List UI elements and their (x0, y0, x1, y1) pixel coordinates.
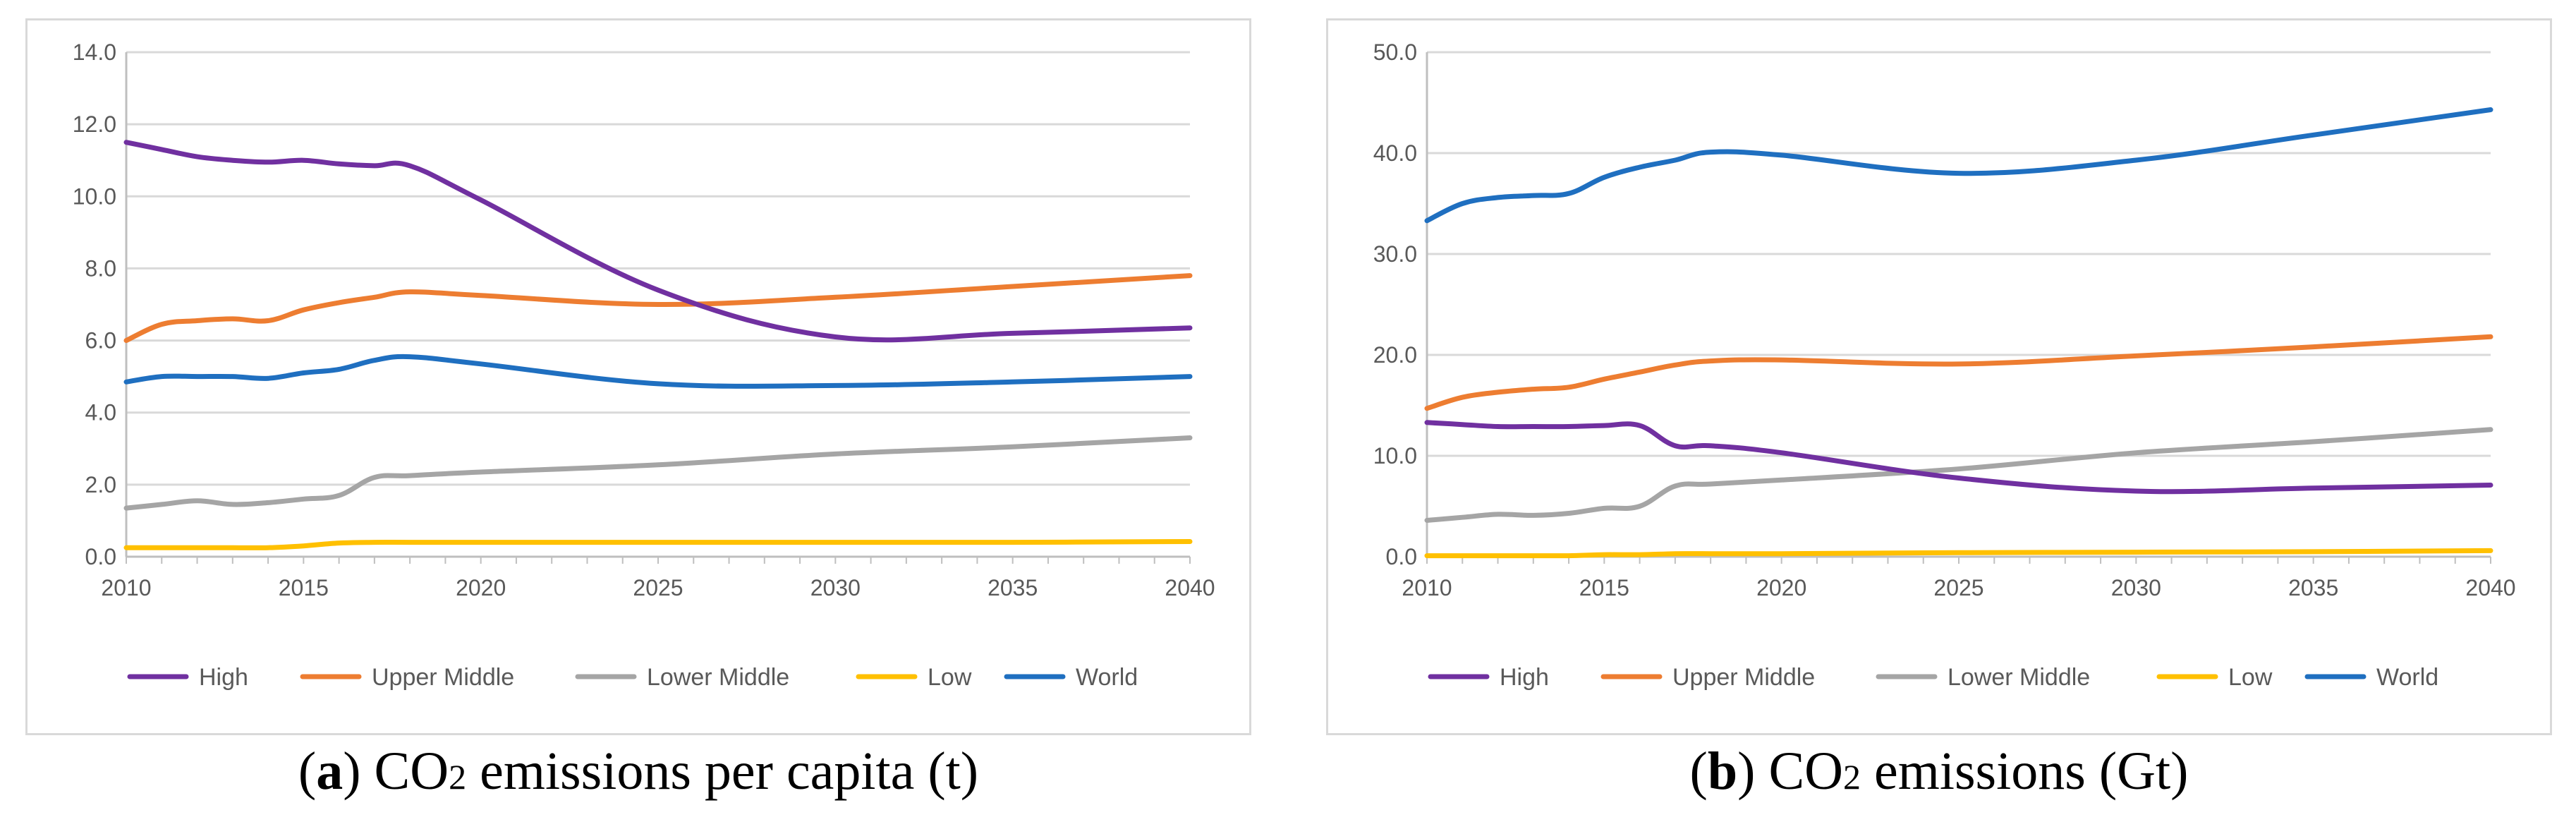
x-tick-label: 2010 (1402, 575, 1452, 600)
x-tick-label: 2015 (1579, 575, 1629, 600)
x-tick-label: 2030 (810, 575, 861, 600)
y-tick-label: 8.0 (85, 255, 116, 281)
y-tick-label: 20.0 (1373, 342, 1417, 368)
legend-label-world: World (2376, 664, 2438, 691)
caption-text-pre: CO (374, 742, 449, 801)
y-tick-label: 0.0 (85, 544, 116, 569)
legend-label-upper-middle: Upper Middle (372, 664, 514, 691)
legend-label-low: Low (2228, 664, 2273, 691)
caption-text-pre: CO (1768, 742, 1844, 801)
x-tick-label: 2040 (2465, 575, 2515, 600)
caption-text-post: emissions (Gt) (1861, 742, 2189, 801)
x-tick-label: 2030 (2111, 575, 2161, 600)
y-tick-label: 4.0 (85, 400, 116, 425)
legend-label-upper-middle: Upper Middle (1672, 664, 1815, 691)
x-tick-label: 2010 (101, 575, 151, 600)
series-line-low (123, 539, 1193, 550)
x-tick-label: 2035 (2288, 575, 2338, 600)
chart-panel-per-capita: 0.0 2.0 4.0 6.0 8.0 10.0 12.0 14.0 2010 2015 2020 2… (25, 18, 1251, 735)
x-tick-label: 2020 (1756, 575, 1806, 600)
chart-total-emissions: 0.0 10.0 20.0 30.0 40.0 50.0 2010 2015 2020 2025 2… (1373, 40, 2516, 691)
legend-label-low: Low (928, 664, 972, 691)
series-line-world (123, 353, 1193, 389)
y-tick-label: 2.0 (85, 472, 116, 497)
caption-subscript: 2 (449, 757, 467, 797)
legend-label-lower-middle: Lower Middle (1948, 664, 2090, 691)
y-tick-label: 14.0 (73, 40, 116, 65)
y-tick-label: 0.0 (1386, 544, 1417, 569)
caption-total: (b) CO2 emissions (Gt) (1689, 742, 2189, 801)
series-line-high (123, 140, 1193, 343)
y-tick-label: 10.0 (1373, 443, 1417, 469)
x-tick-label: 2015 (279, 575, 329, 600)
series-line-upper-middle (1424, 334, 2493, 411)
y-tick-label: 6.0 (85, 328, 116, 353)
y-tick-label: 50.0 (1373, 40, 1417, 65)
legend-label-high: High (199, 664, 248, 691)
y-tick-label: 12.0 (73, 111, 116, 137)
caption-subscript: 2 (1843, 757, 1861, 797)
legend-label-lower-middle: Lower Middle (647, 664, 789, 691)
legend-label-high: High (1500, 664, 1549, 691)
series-line-high (1424, 420, 2493, 495)
caption-per-capita: (a) CO2 emissions per capita (t) (298, 742, 979, 801)
series-line-upper-middle (123, 273, 1193, 344)
legend-label-world: World (1076, 664, 1138, 691)
series-line-lower-middle (1424, 427, 2493, 523)
caption-text-post: emissions per capita (t) (466, 742, 979, 801)
x-tick-label: 2025 (633, 575, 683, 600)
chart-per-capita: 0.0 2.0 4.0 6.0 8.0 10.0 12.0 14.0 2010 2015 2020 2… (73, 40, 1215, 691)
y-tick-label: 10.0 (73, 183, 116, 209)
series-line-world (1424, 107, 2493, 224)
x-tick-label: 2025 (1933, 575, 1983, 600)
x-tick-label: 2020 (456, 575, 506, 600)
series-line-low (1424, 548, 2493, 559)
y-tick-label: 30.0 (1373, 241, 1417, 267)
chart-panel-total: 0.0 10.0 20.0 30.0 40.0 50.0 2010 2015 2020 2025 2… (1326, 18, 2552, 735)
series-line-lower-middle (123, 435, 1193, 511)
x-tick-label: 2040 (1165, 575, 1215, 600)
y-tick-label: 40.0 (1373, 140, 1417, 166)
caption-letter: a (316, 742, 344, 801)
x-tick-label: 2035 (988, 575, 1038, 600)
caption-letter: b (1707, 742, 1738, 801)
